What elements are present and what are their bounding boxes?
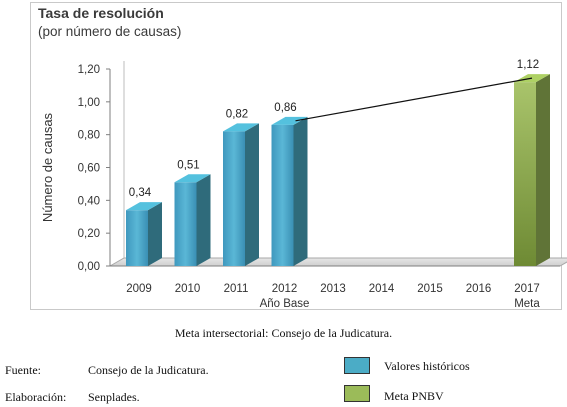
bar-side bbox=[536, 74, 550, 266]
bar bbox=[223, 131, 245, 266]
source-value: Consejo de la Judicatura. bbox=[88, 363, 209, 377]
x-tick-label: 2009 bbox=[126, 283, 152, 295]
bar bbox=[126, 210, 148, 266]
x-tick-label: 2012 bbox=[272, 283, 298, 295]
y-tick-label: 0,40 bbox=[78, 195, 100, 207]
bar-top bbox=[223, 123, 259, 132]
legend-swatch-historicos bbox=[344, 357, 370, 374]
bar bbox=[514, 82, 536, 266]
data-label: 0,82 bbox=[226, 108, 248, 120]
chart-title: Tasa de resolución bbox=[38, 5, 164, 21]
x-tick-label: 2013 bbox=[320, 283, 346, 295]
x-tick-label: 2015 bbox=[417, 283, 443, 295]
y-tick-label: 0,60 bbox=[78, 163, 100, 175]
bar-side bbox=[245, 123, 259, 266]
bar-top bbox=[126, 202, 162, 211]
x-tick-label: 2016 bbox=[466, 283, 492, 295]
bar-side bbox=[196, 174, 211, 266]
elaboration-label: Elaboración: bbox=[5, 390, 67, 404]
chart-subtitle: (por número de causas) bbox=[38, 24, 182, 39]
bar-side bbox=[148, 202, 162, 266]
data-label: 0,34 bbox=[129, 187, 152, 199]
bar-top bbox=[174, 174, 211, 183]
x-tick-sublabel: Meta bbox=[514, 298, 540, 310]
elaboration-value: Senplades. bbox=[88, 390, 140, 404]
x-tick-sublabel: Año Base bbox=[260, 298, 310, 310]
data-label: 1,12 bbox=[517, 59, 539, 71]
bar-top bbox=[271, 116, 308, 125]
y-tick-label: 1,00 bbox=[78, 97, 100, 109]
chart-caption: Meta intersectorial: Consejo de la Judic… bbox=[174, 326, 393, 340]
data-label: 0,51 bbox=[177, 159, 199, 171]
data-label: 0,86 bbox=[274, 102, 296, 114]
legend-swatch-meta bbox=[344, 385, 370, 402]
bar-side bbox=[293, 116, 308, 266]
bar-chart: 0,00 0,20 0,40 0,60 0,80 1,00 1,20 Número de ca… bbox=[40, 59, 567, 310]
x-tick-label: 2014 bbox=[369, 283, 395, 295]
bar bbox=[174, 182, 197, 266]
y-tick-label: 1,20 bbox=[78, 64, 100, 76]
y-tick-label: 0,20 bbox=[78, 228, 100, 240]
x-tick-label: 2010 bbox=[175, 283, 201, 295]
legend-label-historicos: Valores históricos bbox=[384, 359, 470, 373]
legend-label-meta: Meta PNBV bbox=[384, 389, 444, 403]
y-tick-label: 0,00 bbox=[78, 261, 100, 273]
y-tick-label: 0,80 bbox=[78, 130, 100, 142]
bar bbox=[271, 124, 294, 266]
source-label: Fuente: bbox=[5, 363, 41, 377]
trend-line bbox=[295, 77, 533, 122]
x-tick-label: 2017 bbox=[514, 283, 540, 295]
x-tick-label: 2011 bbox=[224, 283, 249, 295]
y-axis-label: Número de causas bbox=[40, 112, 55, 222]
